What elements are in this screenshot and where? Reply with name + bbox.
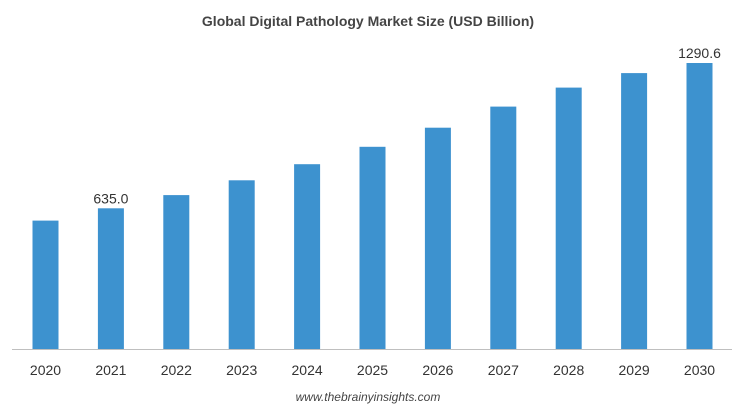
chart-title: Global Digital Pathology Market Size (US…	[201, 13, 535, 29]
bar-2022	[163, 195, 190, 349]
x-tick-label-2021: 2021	[95, 362, 126, 378]
bar-2027	[490, 106, 517, 349]
x-tick-label-2020: 2020	[30, 362, 61, 378]
bar-2028	[555, 87, 582, 349]
x-tick-label-2025: 2025	[357, 362, 388, 378]
bar-2029	[621, 73, 648, 349]
x-tick-label-2030: 2030	[684, 362, 715, 378]
bar-2024	[294, 164, 321, 349]
bar-2030	[686, 63, 713, 349]
x-tick-label-2028: 2028	[553, 362, 584, 378]
data-label-2030: 1290.6	[678, 45, 721, 61]
x-tick-label-2026: 2026	[422, 362, 453, 378]
bar-2025	[359, 146, 386, 349]
data-label-2021: 635.0	[93, 190, 128, 206]
bar-2026	[424, 127, 451, 349]
bar-2021	[97, 208, 124, 349]
x-tick-label-2027: 2027	[488, 362, 519, 378]
x-tick-label-2024: 2024	[292, 362, 323, 378]
x-tick-label-2023: 2023	[226, 362, 257, 378]
bar-2020	[32, 220, 59, 349]
x-tick-label-2029: 2029	[619, 362, 650, 378]
x-tick-label-2022: 2022	[161, 362, 192, 378]
bar-2023	[228, 180, 255, 349]
source-footer: www.thebrainyinsights.com	[295, 390, 441, 404]
